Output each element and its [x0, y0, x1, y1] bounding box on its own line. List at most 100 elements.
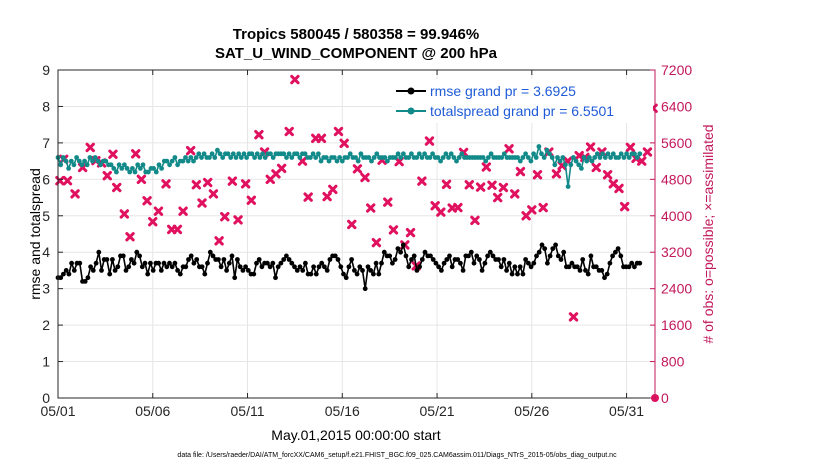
totalspread-point [602, 155, 608, 160]
rmse-point [604, 271, 610, 277]
obs-assimilated-marker [172, 224, 183, 235]
y-axis-left: 0 1 2 3 4 5 6 7 8 9 [42, 62, 63, 406]
totalspread-point [547, 151, 552, 157]
totalspread-point [605, 151, 611, 157]
totalspread-point [552, 162, 558, 168]
totalspread-point [369, 158, 374, 164]
totalspread-point [82, 158, 87, 164]
rmse-point [613, 249, 618, 255]
rmse-point [120, 253, 126, 259]
totalspread-point [58, 162, 64, 168]
totalspread-point [337, 155, 342, 160]
totalspread-point [594, 151, 600, 157]
totalspread-point [281, 151, 287, 157]
rmse-point [194, 257, 200, 262]
rmse-point [251, 271, 257, 277]
obs-assimilated-marker [366, 203, 376, 213]
rmse-point [303, 260, 308, 266]
rmse-point [96, 249, 102, 255]
obs-assimilated-marker [276, 163, 287, 174]
obs-assimilated-marker [125, 232, 135, 242]
obs-assimilated-marker [161, 179, 171, 189]
totalspread-point [164, 158, 170, 164]
totalspread-point [565, 184, 571, 190]
totalspread-point [289, 155, 295, 160]
obs-assimilated-marker [475, 182, 486, 192]
obs-assimilated-marker [481, 162, 492, 172]
obs-assimilated-marker [108, 149, 118, 159]
obs-assimilated-marker [470, 215, 480, 226]
totalspread-point [135, 162, 141, 168]
rmse-point [390, 260, 395, 266]
rmse-point [593, 264, 599, 270]
obs-assimilated-x [85, 142, 95, 153]
rmse-point [588, 253, 594, 259]
obs-assimilated-x [585, 142, 596, 152]
rmse-point [458, 260, 463, 266]
rmse-point [322, 264, 327, 270]
obs-assimilated-marker [214, 236, 224, 246]
rmse-point [392, 257, 398, 262]
totalspread-point [501, 151, 507, 157]
totalspread-point [480, 155, 486, 160]
obs-assimilated-x [153, 206, 164, 216]
rmse-point [63, 268, 69, 273]
totalspread-point [440, 155, 446, 160]
obs-assimilated-x [470, 215, 480, 226]
totalspread-point [217, 151, 223, 157]
obs-assimilated-x [290, 74, 300, 85]
rmse-point [406, 264, 412, 270]
rmse-point [286, 257, 292, 262]
rmse-point [398, 249, 403, 255]
totalspread-point [355, 158, 361, 164]
totalspread-point [326, 158, 332, 164]
rmse-point [129, 257, 134, 262]
obs-assimilated-x [510, 189, 520, 199]
rmse-point [313, 271, 319, 277]
totalspread-point [416, 151, 422, 157]
totalspread-point [568, 162, 574, 168]
obs-assimilated-marker [388, 225, 399, 235]
y-right-tick-label: 5600 [661, 135, 692, 151]
totalspread-point [624, 151, 629, 157]
x-tick-label: 05/01 [40, 403, 75, 419]
obs-assimilated-x [316, 133, 327, 144]
totalspread-point [310, 151, 316, 157]
rmse-point [577, 268, 583, 273]
rmse-point [433, 260, 439, 266]
totalspread-point [90, 158, 95, 164]
rmse-point [224, 268, 230, 273]
obs-assimilated-marker [148, 217, 158, 227]
obs-assimilated-x [246, 195, 257, 205]
obs-assimilated-x [602, 170, 613, 180]
totalspread-point [228, 155, 234, 160]
rmse-point [637, 260, 643, 266]
rmse-point [411, 253, 417, 259]
obs-assimilated-x [453, 202, 463, 213]
totalspread-point [621, 155, 627, 160]
rmse-point [561, 249, 567, 255]
totalspread-point [241, 151, 247, 157]
totalspread-point [419, 155, 425, 160]
totalspread-point [358, 151, 364, 157]
obs-assimilated-marker [614, 183, 624, 194]
totalspread-point [398, 155, 404, 160]
y-tick-label: 4 [42, 244, 50, 260]
rmse-point [69, 260, 74, 266]
obs-assimilated-x [70, 189, 80, 199]
obs-assimilated-marker [153, 206, 164, 216]
obs-assimilated-x [208, 189, 219, 199]
totalspread-point [183, 155, 188, 160]
totalspread-point [159, 166, 165, 171]
obs-assimilated-marker [240, 179, 251, 189]
totalspread-point [422, 151, 427, 157]
rmse-point [610, 253, 615, 259]
totalspread-point [199, 155, 204, 160]
obs-assimilated-marker [568, 312, 579, 322]
y-axis-label: rmse and totalspread [27, 168, 43, 300]
totalspread-point [220, 155, 226, 160]
rmse-point [131, 260, 137, 266]
rmse-point [123, 268, 129, 273]
totalspread-point [215, 147, 220, 153]
